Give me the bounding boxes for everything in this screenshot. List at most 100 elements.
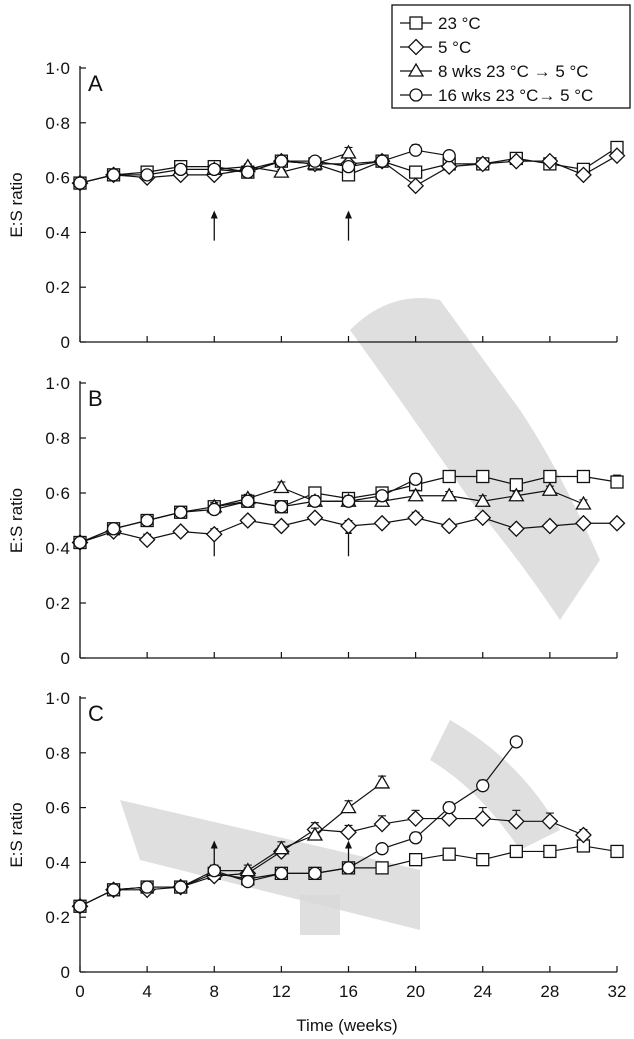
diamond-marker <box>172 523 190 540</box>
panel-label: C <box>88 701 104 726</box>
square-marker <box>610 844 624 859</box>
diamond-marker <box>373 815 391 833</box>
watermark-curve <box>430 720 560 850</box>
circle-marker <box>375 489 389 503</box>
circle-marker <box>73 535 87 550</box>
watermark-stroke <box>120 800 420 930</box>
y-tick-label: 0·4 <box>45 853 70 872</box>
circle-marker <box>140 513 154 528</box>
y-tick-label: 0·4 <box>45 223 70 242</box>
triangle-marker <box>306 826 324 841</box>
square-marker <box>408 165 423 179</box>
diamond-marker <box>474 810 492 827</box>
transfer-arrow <box>210 210 218 241</box>
y-tick-label: 0·6 <box>45 799 70 818</box>
circle-marker <box>241 874 255 889</box>
y-tick-label: 0·8 <box>45 429 70 448</box>
panel-c: 0 0·2 0·4 0·6 0·8 1·0 0 4 8 12 16 20 24 28 32 E:S ratio… <box>7 689 626 1001</box>
y-tick-label: 0·2 <box>45 594 70 613</box>
circle-marker <box>375 842 389 856</box>
diamond-marker <box>272 517 290 535</box>
circle-marker <box>408 472 423 486</box>
panel-b: 0 0·2 0·4 0·6 0·8 1·0 E:S ratio B <box>7 374 626 668</box>
series-line <box>214 782 383 872</box>
square-marker <box>509 844 523 859</box>
diamond-marker <box>138 531 156 549</box>
y-tick-label: 0·4 <box>45 539 70 558</box>
diamond-marker <box>507 812 525 830</box>
y-axis-title: E:S ratio <box>7 802 26 867</box>
legend-triangle-marker <box>400 62 432 77</box>
circle-marker <box>442 149 456 163</box>
series-circle <box>73 735 523 913</box>
square-marker <box>543 844 557 859</box>
diamond-marker <box>474 509 492 527</box>
y-tick-label: 0 <box>61 333 70 352</box>
x-tick-label: 24 <box>473 982 492 1001</box>
x-tick-label: 32 <box>608 982 627 1001</box>
legend-entry-3: 16 wks 23 °C→ 5 °C <box>400 86 593 105</box>
diamond-marker <box>239 512 257 529</box>
triangle-marker <box>508 487 525 502</box>
diamond-marker <box>340 517 357 535</box>
series-circle <box>73 472 423 550</box>
y-tick-label: 0·6 <box>45 169 70 188</box>
circle-marker <box>408 143 423 157</box>
triangle-marker <box>407 62 425 77</box>
triangle-marker <box>273 840 290 855</box>
triangle-marker <box>441 487 458 502</box>
triangle-marker <box>575 495 592 510</box>
circle-marker <box>106 168 121 182</box>
diamond-marker <box>440 158 458 176</box>
legend-diamond-marker <box>400 38 432 56</box>
circle-marker <box>274 500 289 514</box>
diamond-marker <box>407 810 425 827</box>
square-marker <box>442 469 456 484</box>
triangle-marker <box>340 144 357 159</box>
legend-box <box>391 4 631 109</box>
diamond-marker <box>205 525 223 543</box>
x-tick-label: 20 <box>406 982 425 1001</box>
y-tick-label: 0·8 <box>45 114 70 133</box>
legend-entry-0: 23 °C <box>400 14 481 33</box>
circle-marker <box>106 522 121 536</box>
circle-marker <box>207 863 221 878</box>
y-tick-label: 0 <box>61 963 70 982</box>
watermark-background <box>120 298 600 935</box>
triangle-marker <box>340 799 357 814</box>
y-tick-label: 1·0 <box>45 689 70 708</box>
circle-marker <box>207 162 221 177</box>
square-marker <box>375 861 389 875</box>
circle-marker <box>73 176 87 190</box>
circle-marker <box>274 154 289 168</box>
legend-square-marker <box>400 16 432 30</box>
x-tick-label: 28 <box>540 982 559 1001</box>
diamond-marker <box>608 147 626 165</box>
legend-circle-marker <box>400 88 432 102</box>
diamond-marker <box>407 509 425 527</box>
legend-entry-2: 8 wks 23 °C → 5 °C <box>400 62 589 81</box>
y-axis-title: E:S ratio <box>7 172 26 237</box>
square-marker <box>543 469 557 484</box>
circle-marker <box>174 880 188 894</box>
legend-label: 5 °C <box>438 38 471 57</box>
circle-marker <box>241 494 255 508</box>
x-tick-label: 0 <box>75 982 84 1001</box>
series-line <box>79 149 450 184</box>
y-tick-label: 0·2 <box>45 278 70 297</box>
circle-marker <box>308 154 322 168</box>
circle-marker <box>140 168 154 182</box>
diamond-marker <box>507 520 525 538</box>
x-tick-label: 16 <box>339 982 358 1001</box>
triangle-marker <box>273 479 290 494</box>
circle-marker <box>241 165 255 179</box>
series-line <box>79 478 416 544</box>
circle-marker <box>341 159 356 174</box>
circle-marker <box>341 494 356 508</box>
x-axis-title: Time (weeks) <box>296 1016 397 1035</box>
diamond-marker <box>575 166 592 184</box>
diamond-marker <box>440 810 458 827</box>
diamond-marker <box>407 38 425 56</box>
diamond-marker <box>541 517 559 535</box>
